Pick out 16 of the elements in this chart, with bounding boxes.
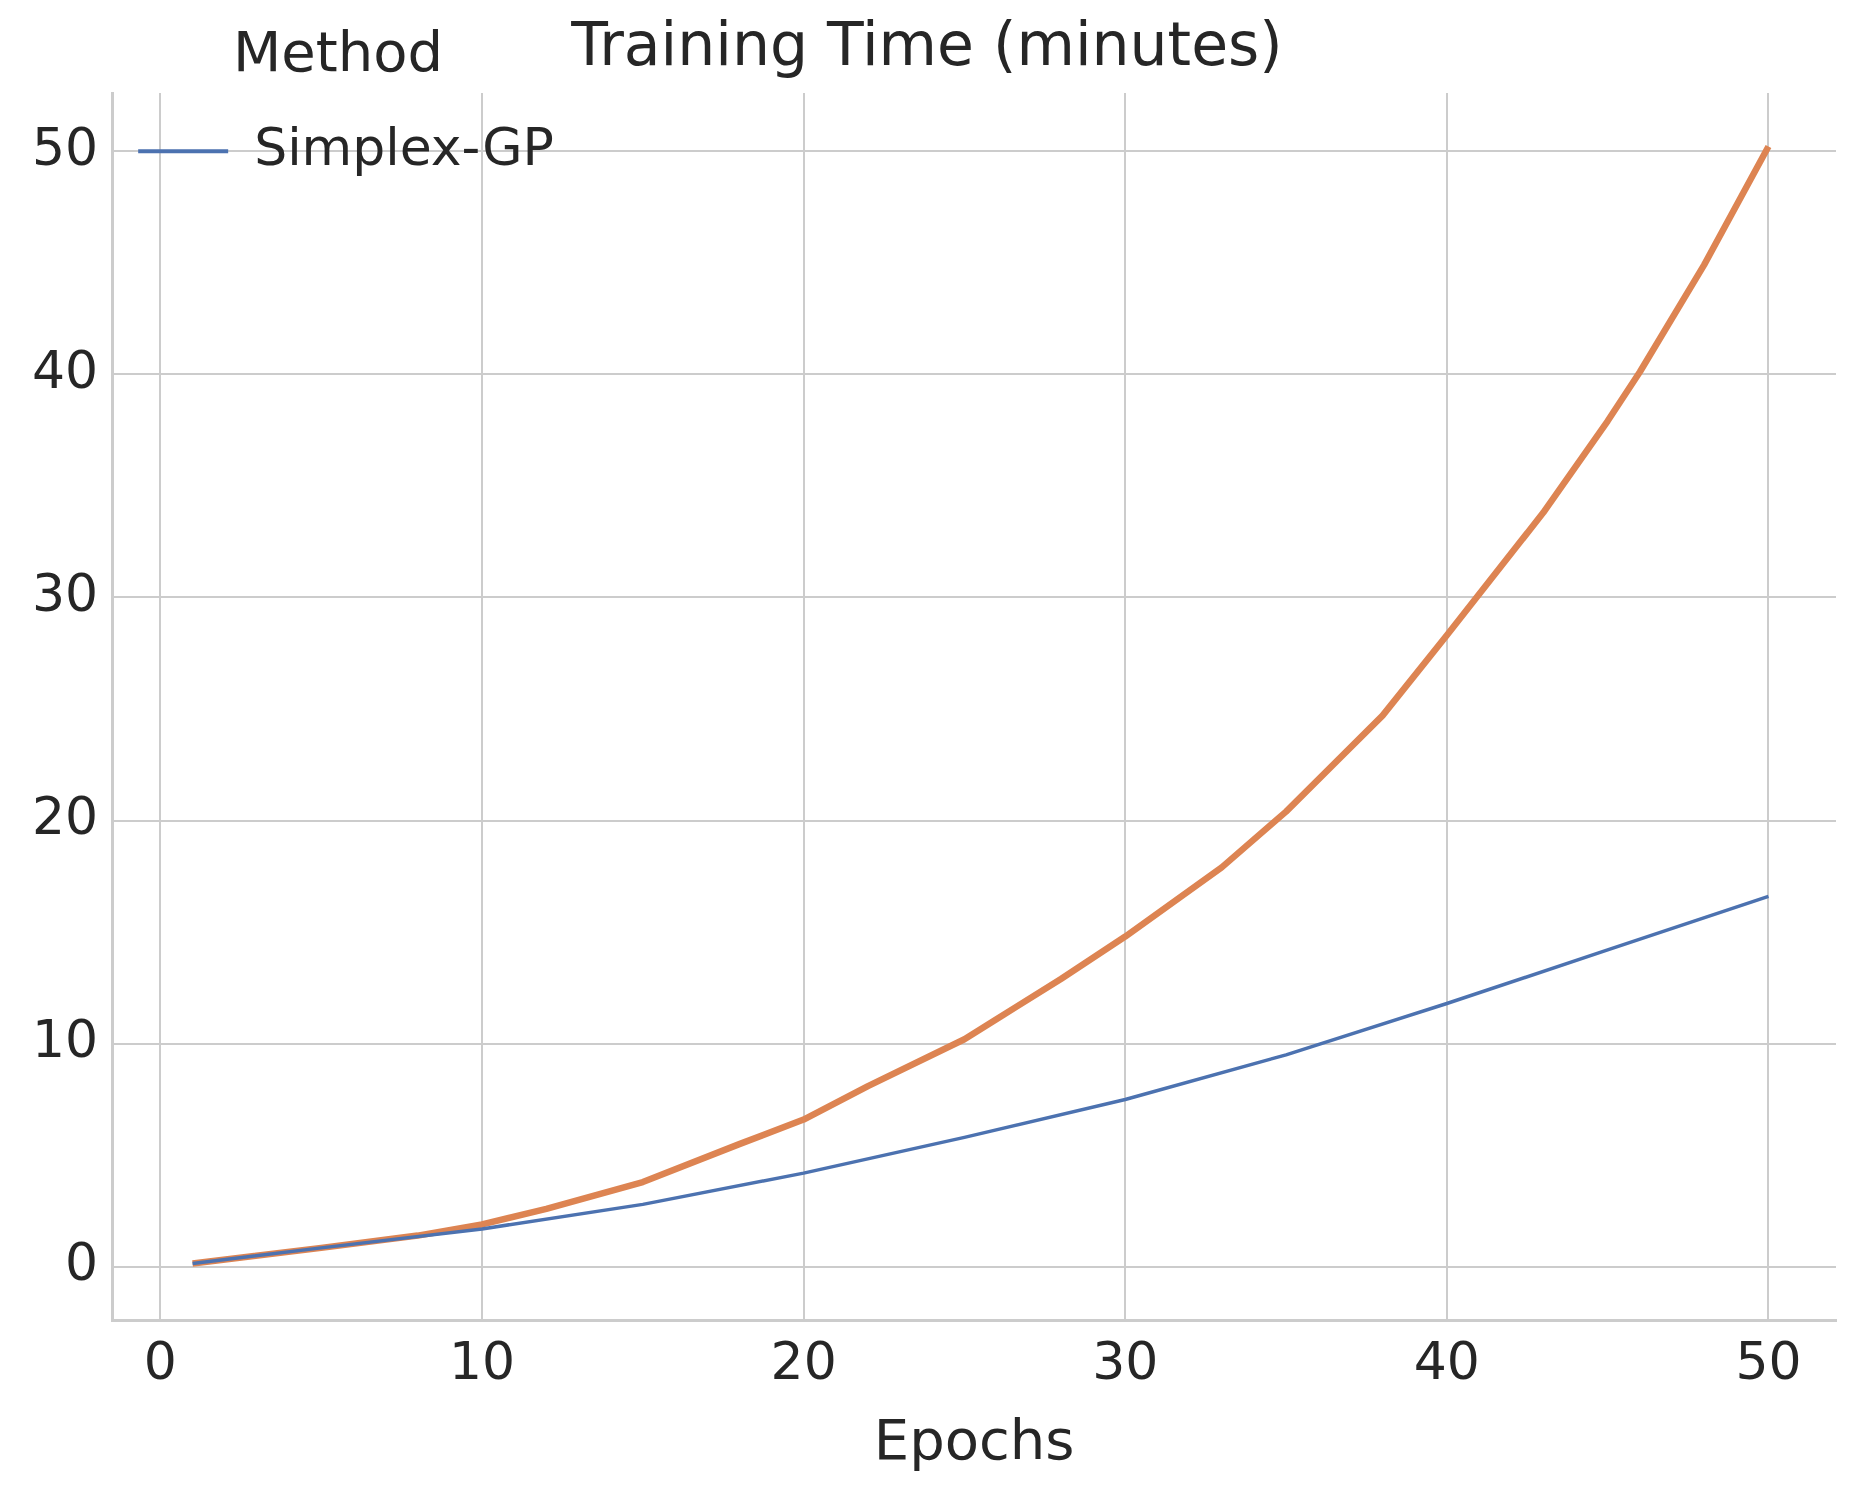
y-tick-label: 50 [32, 116, 99, 177]
x-tick-label: 40 [1413, 1331, 1480, 1392]
y-tick-label: 10 [32, 1009, 99, 1070]
y-tick-label: 20 [32, 786, 99, 847]
y-tick-label: 0 [65, 1232, 99, 1293]
y-tick-label: 30 [32, 562, 99, 623]
x-tick-label: 0 [143, 1331, 177, 1392]
y-tick-label: 40 [32, 339, 99, 400]
x-axis-title: Epochs [873, 1406, 1075, 1472]
chart-title: Training Time (minutes) [570, 8, 1283, 79]
x-tick-label: 10 [448, 1331, 516, 1392]
legend-label: Simplex-GP [254, 116, 554, 177]
legend-title: Method [233, 18, 444, 84]
x-tick-label: 20 [770, 1331, 837, 1392]
x-tick-label: 50 [1735, 1331, 1802, 1392]
x-tick-label: 30 [1092, 1331, 1159, 1392]
